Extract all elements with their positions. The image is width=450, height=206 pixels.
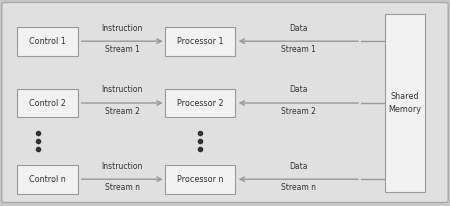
Text: Stream 1: Stream 1 — [105, 45, 140, 54]
Bar — [17, 89, 77, 117]
Bar — [166, 89, 235, 117]
FancyBboxPatch shape — [2, 2, 448, 202]
Text: Control n: Control n — [29, 175, 66, 184]
Text: Processor 2: Processor 2 — [177, 98, 224, 108]
Text: Stream 1: Stream 1 — [281, 45, 316, 54]
Text: Instruction: Instruction — [102, 23, 143, 33]
Text: Data: Data — [289, 162, 308, 171]
Text: Data: Data — [289, 23, 308, 33]
Bar — [17, 165, 77, 194]
Text: Stream 2: Stream 2 — [281, 107, 316, 116]
Bar — [166, 165, 235, 194]
Bar — [17, 27, 77, 56]
Text: Processor 1: Processor 1 — [177, 37, 224, 46]
Text: Stream 2: Stream 2 — [105, 107, 140, 116]
Text: Data: Data — [289, 85, 308, 94]
Text: Instruction: Instruction — [102, 85, 143, 94]
Text: Memory: Memory — [388, 105, 422, 114]
Text: Shared: Shared — [391, 92, 419, 101]
Bar — [385, 14, 425, 192]
Text: Control 1: Control 1 — [29, 37, 66, 46]
Text: Stream n: Stream n — [105, 183, 140, 192]
Bar — [166, 27, 235, 56]
Text: Control 2: Control 2 — [29, 98, 66, 108]
Text: Instruction: Instruction — [102, 162, 143, 171]
Text: Stream n: Stream n — [281, 183, 316, 192]
Text: Processor n: Processor n — [177, 175, 224, 184]
